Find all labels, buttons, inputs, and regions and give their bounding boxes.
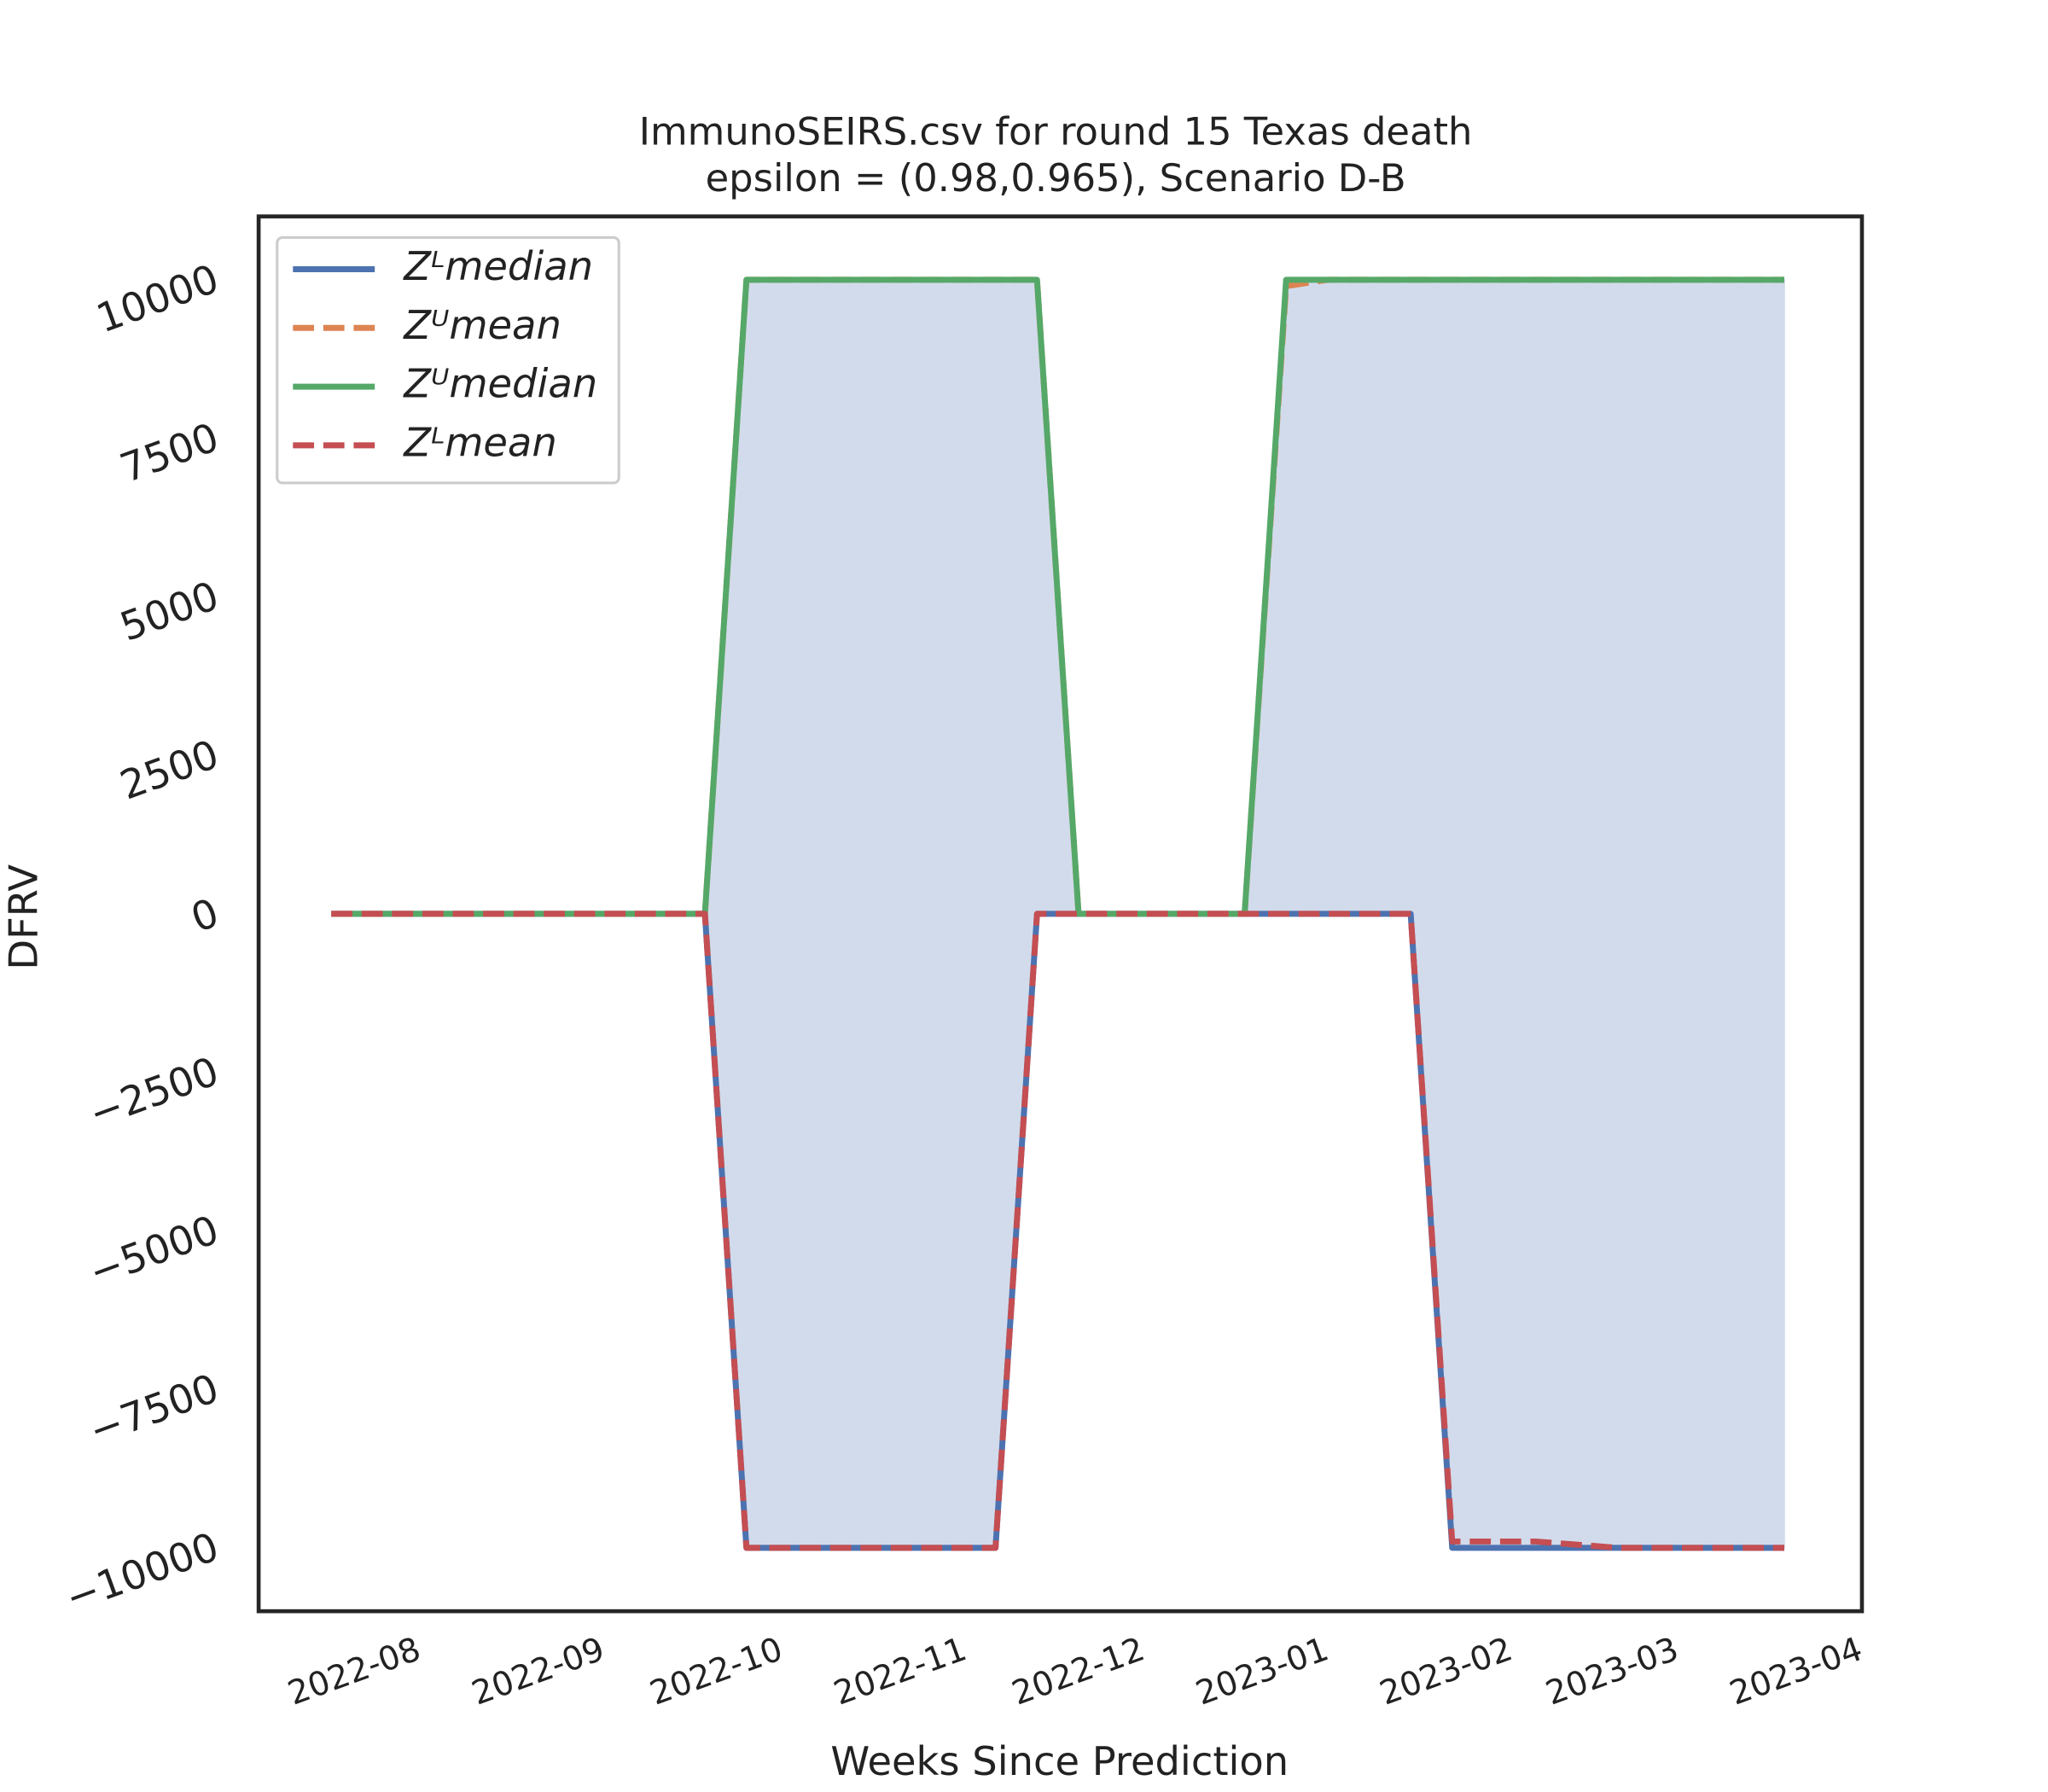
series-line: [331, 276, 1784, 917]
legend-box: [276, 236, 620, 485]
x-axis-label: Weeks Since Prediction: [830, 1738, 1289, 1784]
legend-label: Zᵁmean: [402, 302, 561, 348]
legend-label: Zᵁmedian: [402, 361, 597, 407]
legend-label: Zᴸmedian: [402, 243, 593, 289]
y-axis-label: DFRV: [0, 864, 46, 970]
legend-label: Zᴸmean: [402, 419, 557, 465]
series-line: [331, 911, 1784, 1551]
plot-frame: [256, 214, 1865, 1614]
chart-title: ImmunoSEIRS.csv for round 15 Texas death: [639, 109, 1473, 154]
legend: Zᴸmedian Zᵁmean Zᵁmedian Zᴸmean: [276, 236, 620, 485]
chart-subtitle: epsilon = (0.98,0.965), Scenario D-B: [706, 155, 1406, 201]
